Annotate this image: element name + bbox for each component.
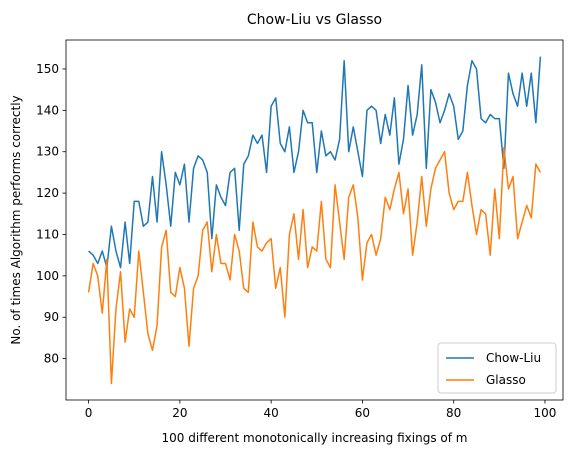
x-axis-ticks: 0 20 40 60 80 100 [85, 400, 557, 420]
x-tick-label: 20 [172, 406, 187, 420]
series-line-chow-liu [88, 56, 542, 269]
y-tick-label: 100 [36, 269, 59, 283]
x-axis-label: 100 different monotonically increasing f… [162, 431, 468, 445]
series-line-glasso [87, 146, 542, 385]
y-tick-label: 90 [44, 310, 59, 324]
legend-label-chow-liu: Chow-Liu [486, 351, 541, 365]
legend-label-glasso: Glasso [486, 373, 526, 387]
y-tick-label: 130 [36, 145, 59, 159]
chart-title: Chow-Liu vs Glasso [247, 12, 382, 28]
x-tick-label: 0 [85, 406, 93, 420]
y-axis-ticks: 80 90 100 110 120 130 140 150 [36, 62, 66, 366]
x-tick-label: 60 [355, 406, 370, 420]
x-tick-label: 80 [446, 406, 461, 420]
y-tick-label: 110 [36, 227, 59, 241]
x-tick-label: 100 [534, 406, 557, 420]
y-axis-label: No. of times Algorithm performs correctl… [9, 95, 23, 344]
legend: Chow-Liu Glasso [437, 342, 557, 394]
y-tick-label: 120 [36, 186, 59, 200]
y-tick-label: 80 [44, 352, 59, 366]
y-tick-label: 140 [36, 103, 59, 117]
plot-area [87, 56, 542, 385]
y-tick-label: 150 [36, 62, 59, 76]
plot-frame [65, 39, 564, 401]
x-tick-label: 40 [264, 406, 279, 420]
